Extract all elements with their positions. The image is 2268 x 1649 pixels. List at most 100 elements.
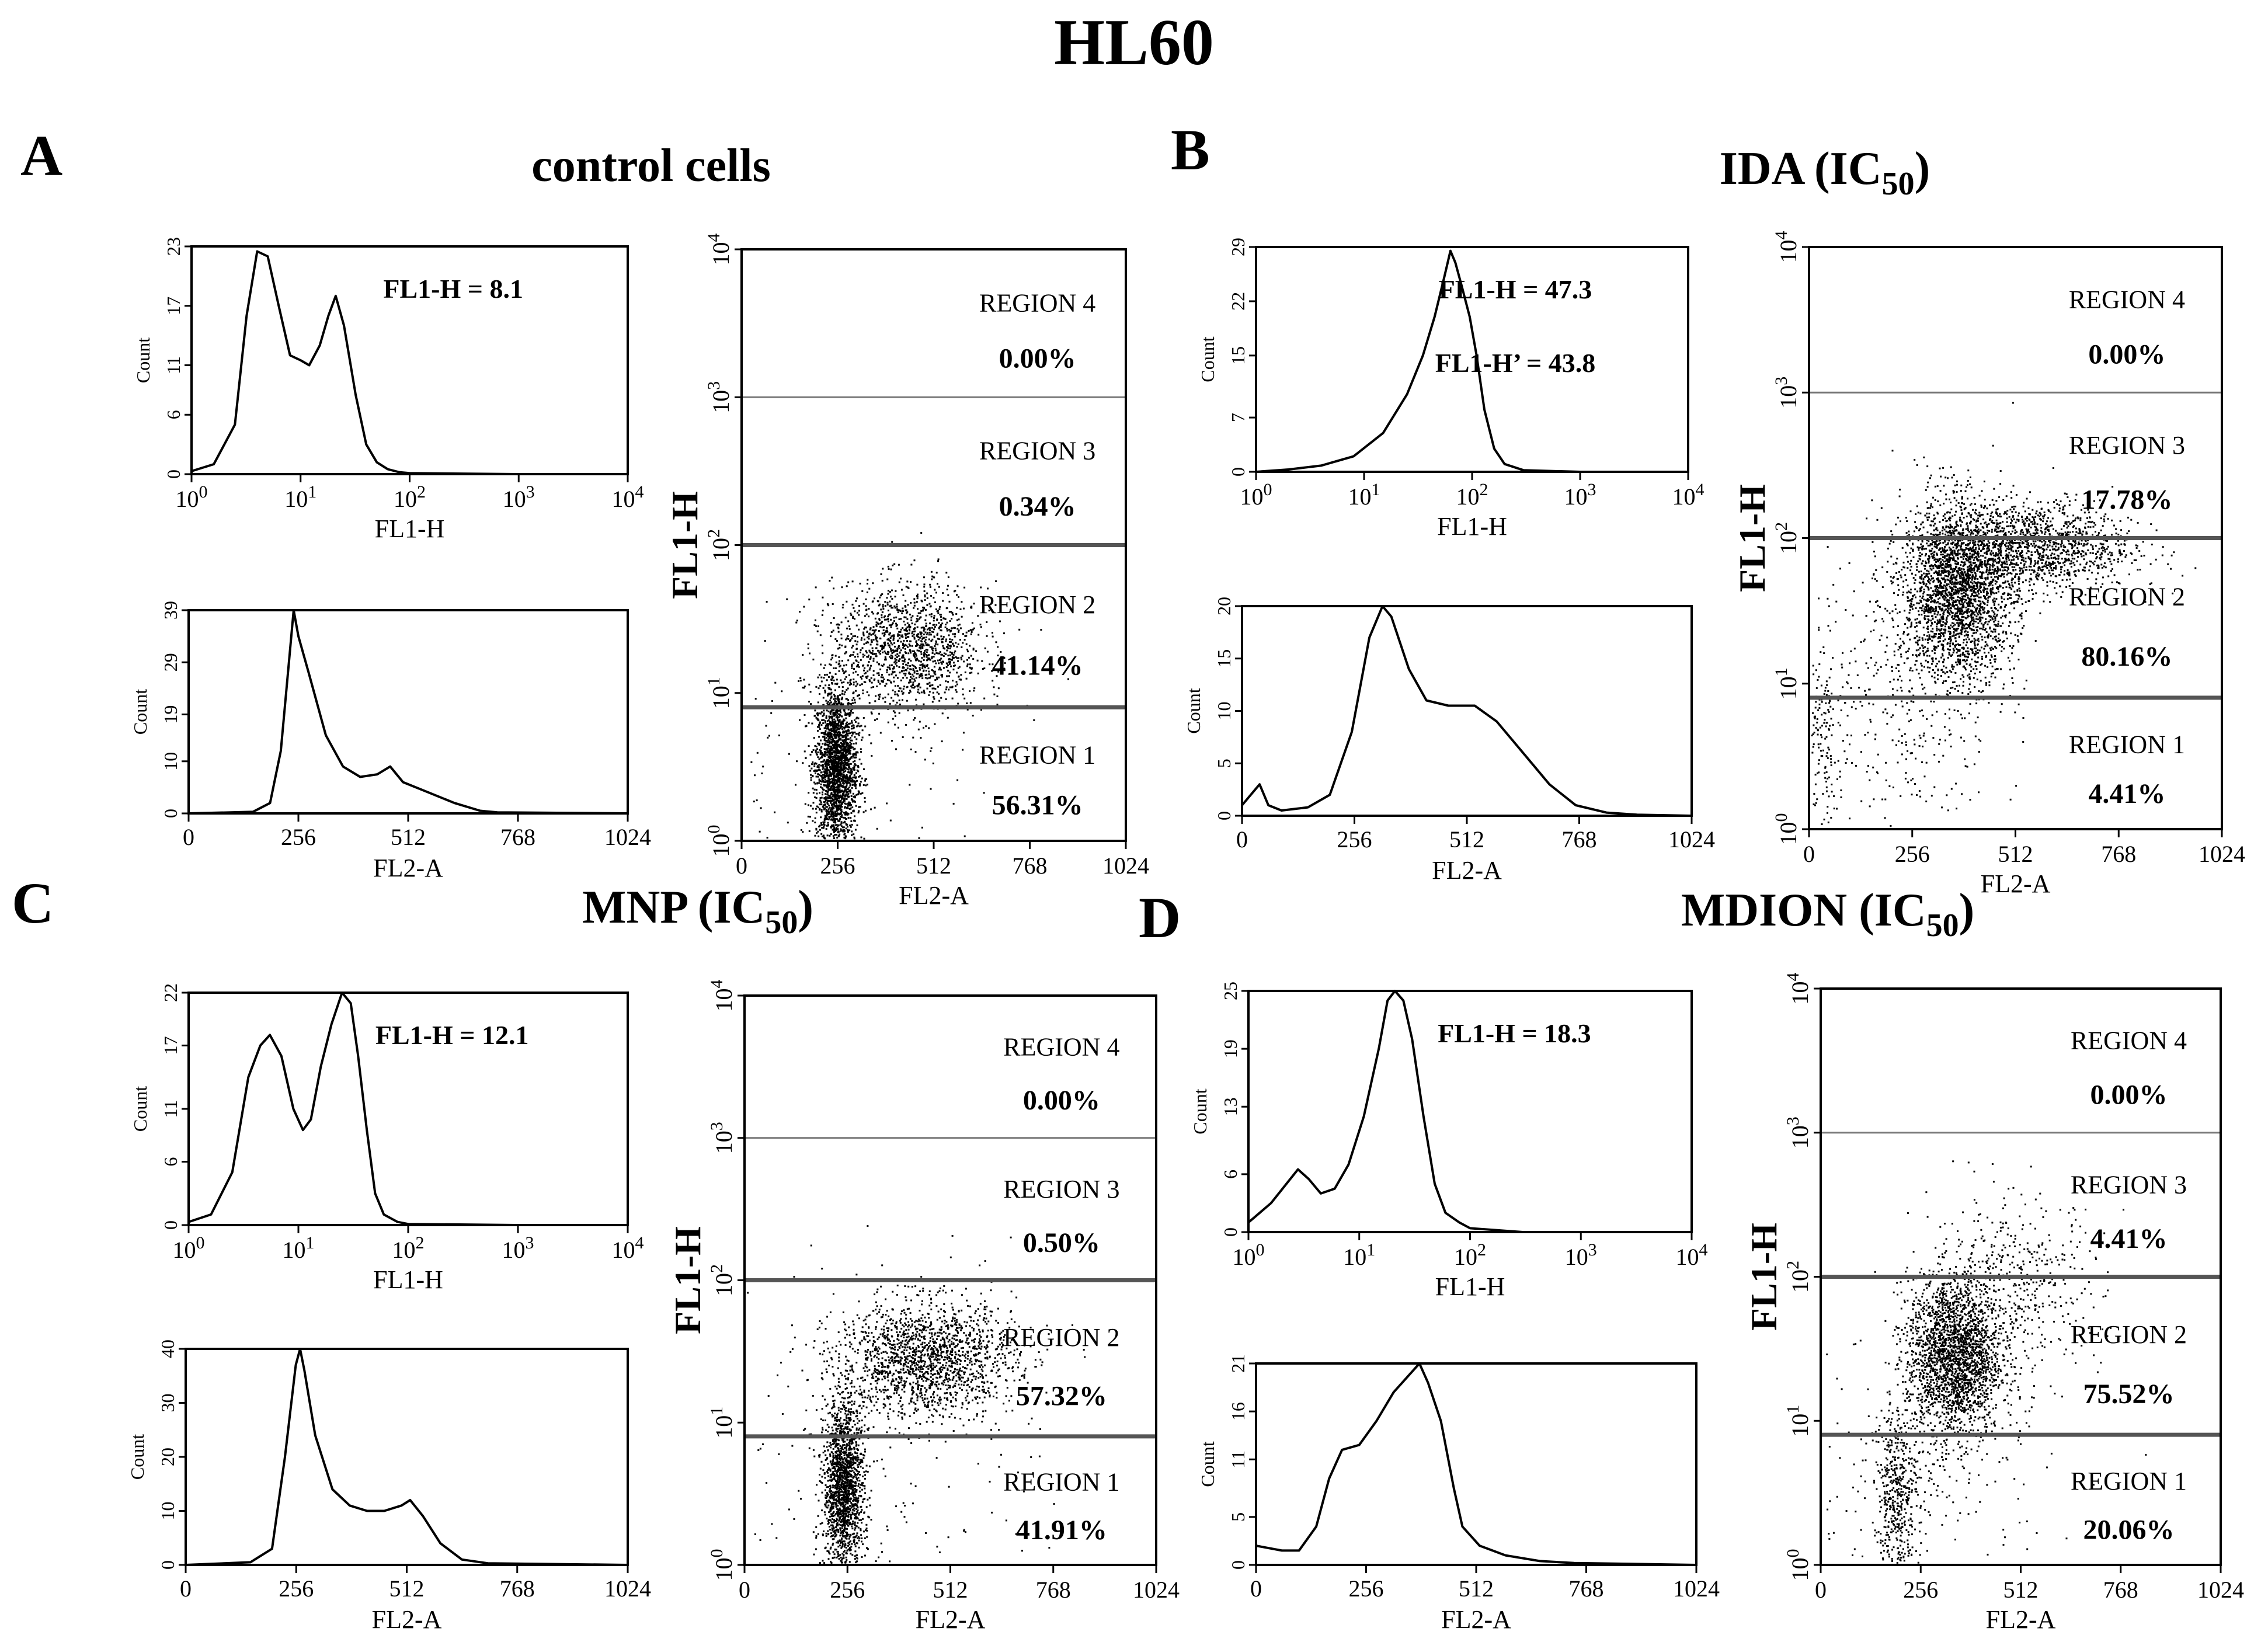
data-point xyxy=(818,780,820,782)
data-point xyxy=(829,778,831,781)
data-point xyxy=(858,614,860,616)
data-point xyxy=(833,745,835,747)
data-point xyxy=(852,761,854,763)
data-point xyxy=(823,784,825,786)
data-point xyxy=(846,768,848,770)
data-point xyxy=(838,778,840,780)
data-point xyxy=(1934,485,1936,488)
data-point xyxy=(840,711,842,714)
data-point xyxy=(844,755,846,757)
data-point xyxy=(2001,650,2003,652)
data-point xyxy=(891,643,893,646)
data-point xyxy=(1924,565,1926,567)
data-point xyxy=(952,643,954,645)
data-point xyxy=(1959,569,1961,571)
data-point xyxy=(863,768,865,770)
data-point xyxy=(868,635,870,638)
data-point xyxy=(862,656,864,658)
data-point xyxy=(837,663,840,666)
data-point xyxy=(917,638,920,641)
data-point xyxy=(928,694,930,697)
data-point xyxy=(844,736,847,738)
data-point xyxy=(888,673,890,676)
data-point xyxy=(830,813,833,815)
data-point xyxy=(1963,625,1966,627)
data-point xyxy=(1942,613,1945,615)
data-point xyxy=(905,586,907,588)
data-point xyxy=(838,751,840,753)
data-point xyxy=(848,808,851,810)
data-point xyxy=(811,722,813,725)
data-point xyxy=(842,786,844,788)
data-point xyxy=(840,702,843,704)
data-point xyxy=(893,635,895,638)
data-point xyxy=(939,606,941,608)
data-point xyxy=(827,795,830,797)
data-point xyxy=(820,724,823,726)
data-point xyxy=(840,755,842,757)
data-point xyxy=(799,677,802,679)
data-point xyxy=(1988,596,1990,598)
data-point xyxy=(1998,551,2000,553)
data-point xyxy=(905,629,907,631)
data-point xyxy=(2014,634,2016,636)
data-point xyxy=(852,753,854,756)
data-point xyxy=(919,673,921,676)
data-point xyxy=(799,719,801,721)
data-point xyxy=(920,691,923,694)
data-point xyxy=(923,576,925,579)
data-point xyxy=(839,796,841,799)
data-point xyxy=(1968,600,1971,602)
data-point xyxy=(1908,530,1910,533)
data-point xyxy=(934,660,936,662)
data-point xyxy=(894,607,896,609)
data-point xyxy=(1921,576,1923,578)
data-point xyxy=(919,676,920,679)
data-point xyxy=(1953,582,1956,584)
data-point xyxy=(916,644,919,646)
data-point xyxy=(1973,620,1975,622)
data-point xyxy=(923,629,925,632)
data-point xyxy=(1960,600,1963,602)
data-point xyxy=(815,812,818,814)
data-point xyxy=(839,806,841,809)
data-point xyxy=(937,643,939,646)
data-point xyxy=(847,759,850,760)
panel-letter-d: D xyxy=(1139,885,1181,950)
data-point xyxy=(935,608,937,610)
data-point xyxy=(1957,606,1959,608)
data-point xyxy=(833,679,835,681)
data-point xyxy=(861,736,864,739)
data-point xyxy=(878,695,881,698)
data-point xyxy=(921,663,923,666)
data-point xyxy=(817,751,819,753)
data-point xyxy=(955,642,957,644)
data-point xyxy=(1939,618,1941,621)
data-point xyxy=(1967,527,1969,530)
data-point xyxy=(930,675,932,677)
data-point xyxy=(884,696,886,698)
data-point xyxy=(1949,645,1952,648)
data-point xyxy=(868,661,870,663)
data-point xyxy=(918,660,920,662)
data-point xyxy=(827,694,829,697)
data-point xyxy=(1933,652,1936,655)
data-point xyxy=(910,563,913,566)
data-point xyxy=(973,627,975,629)
data-point xyxy=(918,650,920,652)
data-point xyxy=(1978,582,1981,584)
data-point xyxy=(913,719,915,721)
data-point xyxy=(963,586,966,589)
data-point xyxy=(844,770,847,773)
chart-a-dotplot: 0 256 512 768 1024100101102103104FL2-AFL1-HR… xyxy=(664,234,1149,910)
data-point xyxy=(857,812,860,813)
data-point xyxy=(829,764,831,766)
data-point xyxy=(833,777,835,779)
data-point xyxy=(829,688,831,690)
data-point xyxy=(1945,589,1947,592)
data-point xyxy=(983,792,985,794)
data-point xyxy=(920,643,923,645)
data-point xyxy=(829,713,832,715)
data-point xyxy=(1940,573,1942,575)
data-point xyxy=(882,606,884,608)
